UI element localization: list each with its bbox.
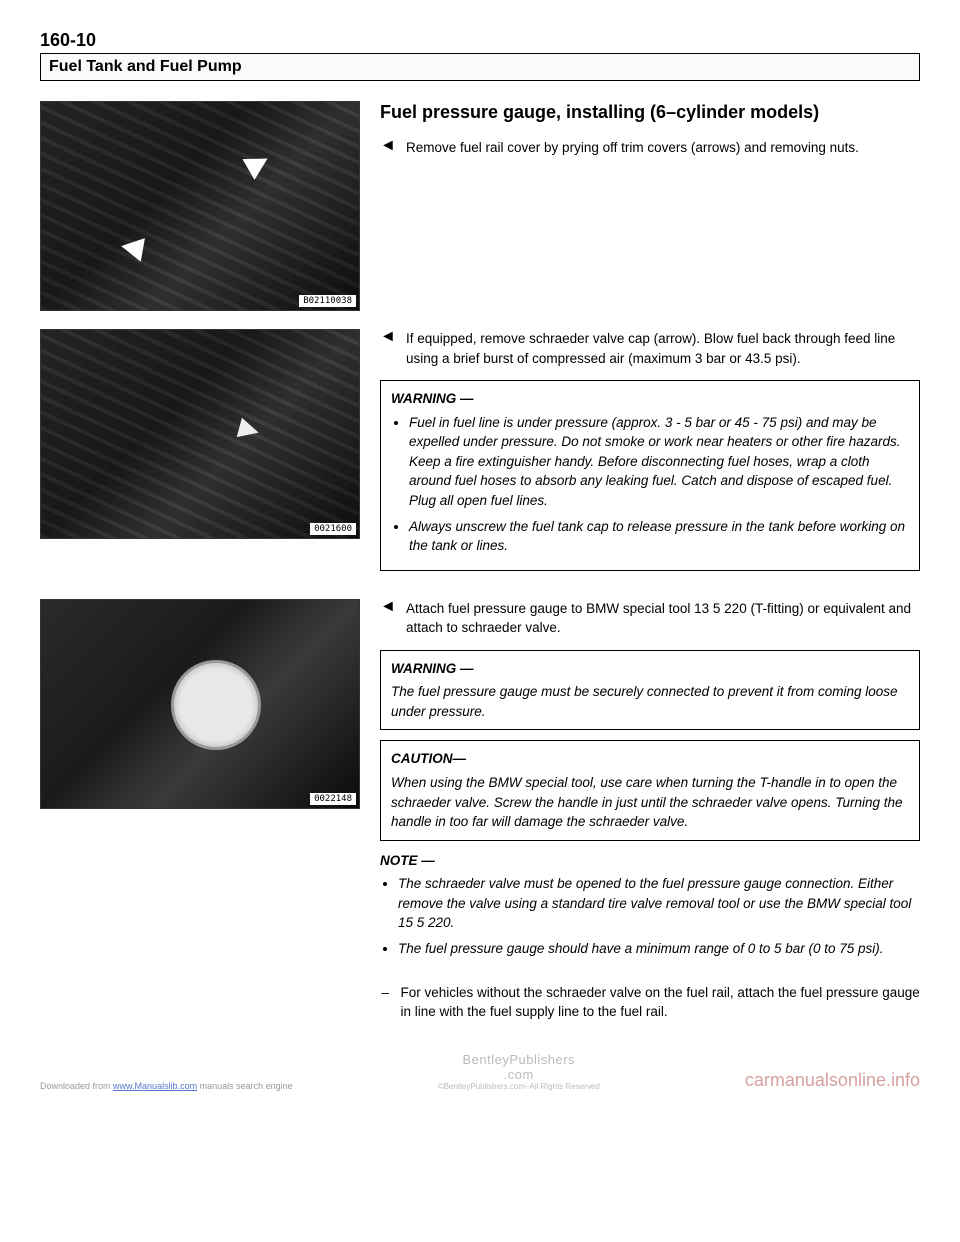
section-title: Fuel Tank and Fuel Pump [49,58,911,76]
content-row-3: 0022148 ◄ Attach fuel pressure gauge to … [40,599,920,965]
note-bullet: The schraeder valve must be opened to th… [398,874,920,933]
content-row-1: B02110038 Fuel pressure gauge, installin… [40,101,920,311]
arrow-icon [242,148,273,180]
footer-center: BentleyPublishers .com ©BentleyPublisher… [438,1052,600,1091]
warning-body: The fuel pressure gauge must be securely… [391,682,909,721]
footer-right: carmanualsonline.info [745,1070,920,1091]
warning-bullet: Always unscrew the fuel tank cap to rele… [409,517,909,556]
step-final: – For vehicles without the schraeder val… [380,983,920,1022]
warning-body: Fuel in fuel line is under pressure (app… [391,413,909,556]
subsection-title: Fuel pressure gauge, installing (6–cylin… [380,101,920,124]
step-1: ◄ Remove fuel rail cover by prying off t… [380,138,920,158]
footer-left-post: manuals search engine [197,1081,293,1091]
footer-domain: .com [438,1067,600,1082]
text-column: ◄ If equipped, remove schraeder valve ca… [380,329,920,581]
page-number: 160-10 [40,30,920,51]
step-2: ◄ If equipped, remove schraeder valve ca… [380,329,920,368]
footer-rights: ©BentleyPublishers.com–All Rights Reserv… [438,1082,600,1091]
step-marker-icon: ◄ [380,138,396,158]
warning-heading: WARNING — [391,389,909,409]
warning-heading: WARNING — [391,659,909,679]
warning-box-1: WARNING — Fuel in fuel line is under pre… [380,380,920,571]
footer-link[interactable]: www.Manualslib.com [113,1081,197,1091]
step-body: For vehicles without the schraeder valve… [401,983,920,1022]
caution-heading: CAUTION— [391,749,909,769]
step-marker-icon: ◄ [380,329,396,368]
warning-box-2: WARNING — The fuel pressure gauge must b… [380,650,920,731]
photo-fuel-rail-cover: B02110038 [40,101,360,311]
footer-left: Downloaded from www.Manualslib.com manua… [40,1081,293,1091]
photo-id: 0021600 [310,523,356,535]
footer-brand: BentleyPublishers [438,1052,600,1067]
step-body: Attach fuel pressure gauge to BMW specia… [406,599,920,638]
footer-left-pre: Downloaded from [40,1081,113,1091]
photo-id: 0022148 [310,793,356,805]
note-body: The schraeder valve must be opened to th… [380,874,920,958]
caution-box: CAUTION— When using the BMW special tool… [380,740,920,840]
caution-body: When using the BMW special tool, use car… [391,773,909,832]
text-column: ◄ Attach fuel pressure gauge to BMW spec… [380,599,920,965]
arrow-icon [119,234,145,261]
arrow-icon [237,418,261,442]
photo-id: B02110038 [299,295,356,307]
step-body: If equipped, remove schraeder valve cap … [406,329,920,368]
photo-schraeder-valve: 0021600 [40,329,360,539]
note-heading: NOTE — [380,851,920,871]
gauge-icon [171,660,261,750]
step-body: Remove fuel rail cover by prying off tri… [406,138,920,158]
dash-marker-icon: – [380,983,391,1022]
photo-gauge: 0022148 [40,599,360,809]
step-marker-icon: ◄ [380,599,396,638]
warning-bullet: Fuel in fuel line is under pressure (app… [409,413,909,511]
section-title-box: Fuel Tank and Fuel Pump [40,53,920,81]
step-3: ◄ Attach fuel pressure gauge to BMW spec… [380,599,920,638]
content-row-2: 0021600 ◄ If equipped, remove schraeder … [40,329,920,581]
note-bullet: The fuel pressure gauge should have a mi… [398,939,920,959]
text-column: Fuel pressure gauge, installing (6–cylin… [380,101,920,169]
page-footer: Downloaded from www.Manualslib.com manua… [40,1052,920,1091]
